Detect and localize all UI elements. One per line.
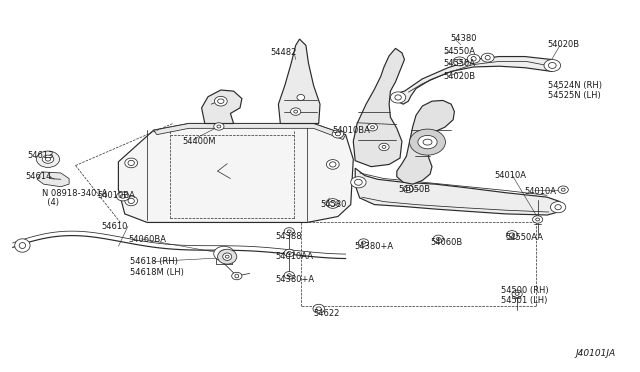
Text: 54613: 54613 bbox=[27, 151, 53, 160]
Ellipse shape bbox=[332, 130, 344, 138]
Text: 54524N (RH): 54524N (RH) bbox=[548, 81, 602, 90]
Ellipse shape bbox=[313, 304, 324, 313]
Text: 54500 (RH): 54500 (RH) bbox=[501, 286, 548, 295]
Ellipse shape bbox=[351, 177, 366, 188]
Polygon shape bbox=[397, 100, 454, 184]
Ellipse shape bbox=[390, 92, 406, 103]
Text: J40101JA: J40101JA bbox=[575, 349, 616, 358]
Ellipse shape bbox=[433, 235, 444, 243]
Ellipse shape bbox=[358, 239, 369, 246]
Text: 54010A: 54010A bbox=[525, 187, 557, 196]
Polygon shape bbox=[278, 39, 320, 124]
Ellipse shape bbox=[418, 135, 437, 149]
Ellipse shape bbox=[506, 231, 518, 240]
Ellipse shape bbox=[223, 253, 232, 260]
Ellipse shape bbox=[214, 123, 224, 130]
Text: 54020B: 54020B bbox=[548, 40, 580, 49]
Ellipse shape bbox=[232, 272, 242, 280]
Ellipse shape bbox=[116, 192, 129, 201]
Ellipse shape bbox=[284, 249, 294, 257]
Ellipse shape bbox=[297, 94, 305, 100]
Ellipse shape bbox=[326, 160, 339, 169]
Ellipse shape bbox=[36, 151, 60, 167]
Ellipse shape bbox=[284, 228, 294, 235]
Text: N 08918-3401A: N 08918-3401A bbox=[42, 189, 107, 198]
Ellipse shape bbox=[410, 129, 445, 155]
Text: 54614: 54614 bbox=[25, 172, 51, 181]
Text: 54618 (RH): 54618 (RH) bbox=[130, 257, 178, 266]
Text: 54400M: 54400M bbox=[182, 137, 216, 146]
Polygon shape bbox=[355, 168, 562, 215]
Ellipse shape bbox=[532, 216, 543, 223]
Polygon shape bbox=[202, 90, 242, 124]
Text: 54050B: 54050B bbox=[398, 185, 430, 194]
Ellipse shape bbox=[550, 202, 566, 213]
Text: 54010AA: 54010AA bbox=[275, 252, 313, 261]
Ellipse shape bbox=[42, 155, 54, 163]
Text: 54380: 54380 bbox=[450, 34, 476, 43]
Ellipse shape bbox=[284, 272, 294, 279]
Ellipse shape bbox=[403, 185, 413, 193]
Ellipse shape bbox=[453, 57, 466, 66]
Text: 54380+A: 54380+A bbox=[275, 275, 314, 284]
Text: 54482: 54482 bbox=[271, 48, 297, 57]
Ellipse shape bbox=[218, 249, 237, 264]
Text: 54550AA: 54550AA bbox=[506, 233, 543, 242]
Text: 54060BA: 54060BA bbox=[128, 235, 166, 244]
Polygon shape bbox=[353, 48, 404, 167]
Text: 54010A: 54010A bbox=[495, 171, 527, 180]
Ellipse shape bbox=[125, 196, 138, 206]
Text: 54622: 54622 bbox=[314, 309, 340, 318]
Text: 54550A: 54550A bbox=[444, 60, 476, 68]
Ellipse shape bbox=[214, 246, 234, 261]
Ellipse shape bbox=[379, 143, 389, 151]
Text: 54388: 54388 bbox=[275, 232, 302, 241]
Text: 54380+A: 54380+A bbox=[354, 242, 393, 251]
Ellipse shape bbox=[467, 54, 480, 63]
Ellipse shape bbox=[558, 186, 568, 193]
Ellipse shape bbox=[15, 239, 30, 252]
Ellipse shape bbox=[544, 60, 561, 71]
Text: (4): (4) bbox=[42, 198, 59, 207]
Text: 54501 (LH): 54501 (LH) bbox=[501, 296, 547, 305]
Text: 54550A: 54550A bbox=[444, 47, 476, 56]
Text: 54610: 54610 bbox=[101, 222, 127, 231]
Ellipse shape bbox=[214, 96, 227, 106]
Polygon shape bbox=[396, 57, 556, 104]
Ellipse shape bbox=[291, 108, 301, 115]
Ellipse shape bbox=[326, 199, 339, 208]
Ellipse shape bbox=[512, 290, 522, 298]
Polygon shape bbox=[37, 172, 69, 187]
Ellipse shape bbox=[481, 53, 494, 62]
Polygon shape bbox=[154, 124, 346, 140]
Text: 54010BA: 54010BA bbox=[333, 126, 371, 135]
Ellipse shape bbox=[367, 124, 378, 131]
Text: 54580: 54580 bbox=[320, 200, 346, 209]
Text: 54020B: 54020B bbox=[444, 72, 476, 81]
Text: 54525N (LH): 54525N (LH) bbox=[548, 92, 601, 100]
Text: 54010BA: 54010BA bbox=[97, 191, 135, 200]
Polygon shape bbox=[118, 124, 353, 222]
Text: 54060B: 54060B bbox=[430, 238, 462, 247]
Ellipse shape bbox=[125, 158, 138, 168]
Text: 54618M (LH): 54618M (LH) bbox=[130, 268, 184, 277]
